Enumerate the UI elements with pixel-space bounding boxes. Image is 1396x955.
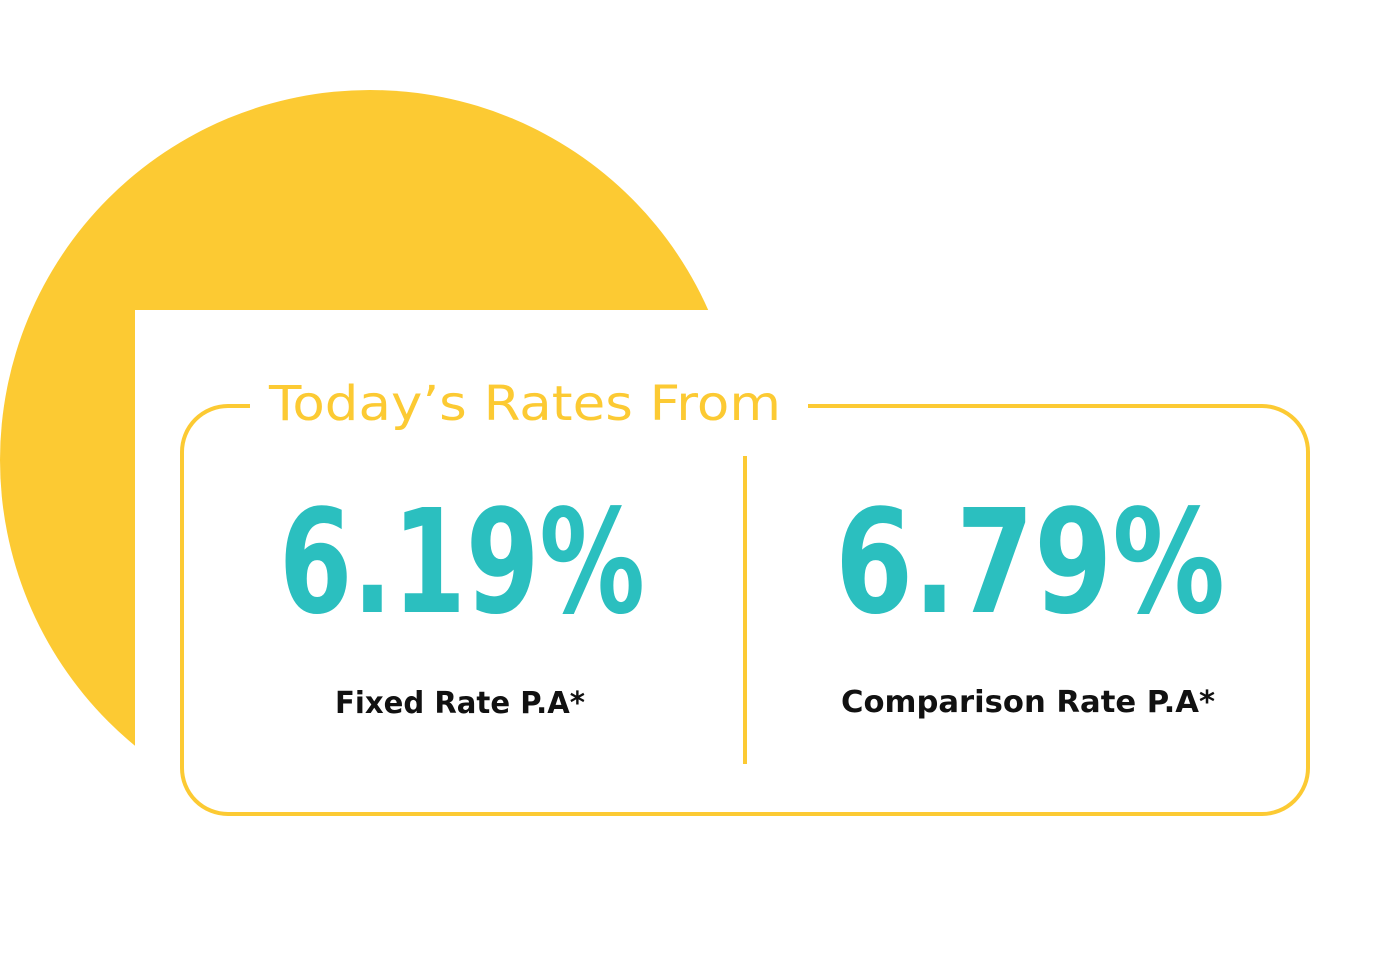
rate-label: Comparison Rate P.A* [841, 685, 1215, 720]
rate-label: Fixed Rate P.A* [335, 686, 585, 721]
rate-value: 6.19% [279, 478, 645, 646]
rate-value: 6.79% [835, 478, 1225, 646]
title: Today’s Rates From [268, 376, 781, 432]
title-gap [250, 390, 808, 424]
